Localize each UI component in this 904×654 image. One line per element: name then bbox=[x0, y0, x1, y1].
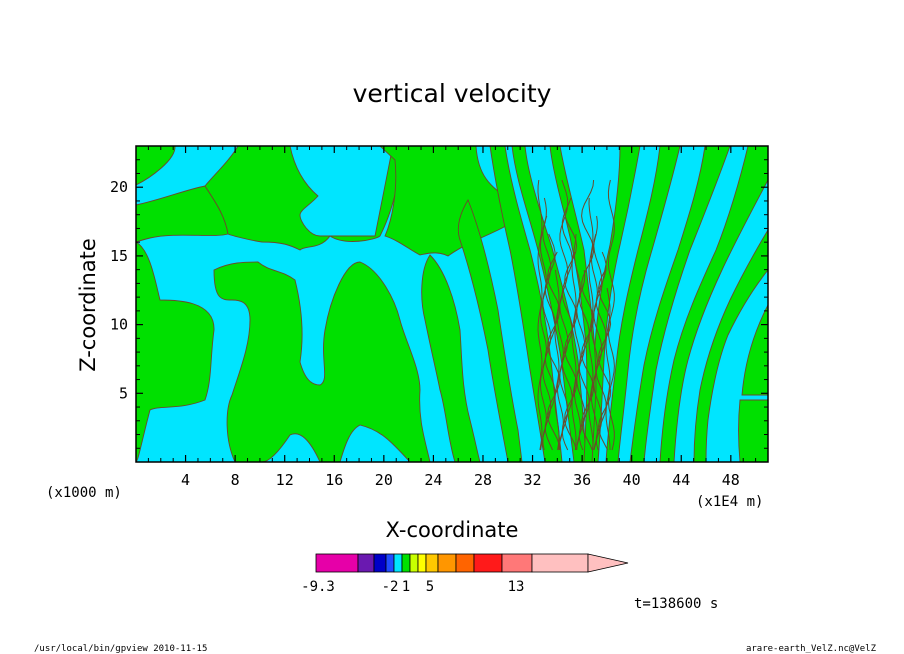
contour-line bbox=[598, 269, 612, 451]
x-unit-right: (x1E4 m) bbox=[696, 494, 763, 510]
contour-band bbox=[135, 241, 215, 463]
x-tick-label: 8 bbox=[231, 471, 240, 489]
colorbar-swatch bbox=[373, 553, 387, 573]
x-tick-label: 44 bbox=[672, 471, 690, 489]
y-axis-ticks: 5 10 15 20 bbox=[110, 159, 768, 449]
contour-band bbox=[204, 145, 401, 251]
y-axis-label: Z-coordinate bbox=[76, 238, 100, 372]
colorbar-label: 13 bbox=[508, 579, 525, 595]
contour-line bbox=[576, 269, 586, 451]
colorbar-swatch bbox=[501, 553, 533, 573]
contour-line bbox=[539, 197, 547, 451]
y-tick-label: 20 bbox=[110, 178, 128, 196]
colorbar-swatch bbox=[401, 553, 411, 573]
colorbar-swatch bbox=[393, 553, 403, 573]
colorbar-swatch bbox=[473, 553, 503, 573]
contour-line bbox=[588, 197, 594, 451]
x-tick-label: 28 bbox=[474, 471, 492, 489]
x-axis-label: X-coordinate bbox=[386, 518, 519, 542]
x-axis-ticks: 4 8 12 16 20 24 28 32 36 40 44 48 bbox=[147, 146, 757, 489]
x-tick-label: 16 bbox=[325, 471, 343, 489]
y-tick-label: 15 bbox=[110, 247, 128, 265]
x-tick-label: 20 bbox=[375, 471, 393, 489]
contour-line bbox=[605, 287, 611, 451]
x-tick-label: 40 bbox=[623, 471, 641, 489]
y-tick-label: 5 bbox=[119, 384, 128, 402]
colorbar-swatch bbox=[315, 553, 359, 573]
contour-band bbox=[457, 198, 523, 463]
x-tick-label: 4 bbox=[181, 471, 190, 489]
colorbar-swatch bbox=[455, 553, 475, 573]
colorbar-label: -2 bbox=[382, 579, 399, 595]
x-tick-label: 12 bbox=[276, 471, 294, 489]
colorbar-swatch bbox=[417, 553, 427, 573]
colorbar: -9.3 -2 1 5 13 bbox=[301, 553, 629, 595]
plot-frame bbox=[135, 145, 769, 463]
contour-line bbox=[544, 233, 556, 451]
chart-title: vertical velocity bbox=[353, 79, 552, 108]
footer-right: arare-earth_VelZ.nc@VelZ bbox=[746, 644, 877, 654]
contour-line bbox=[595, 251, 607, 451]
contour-line bbox=[547, 251, 561, 451]
colorbar-swatch bbox=[409, 553, 419, 573]
time-label: t=138600 s bbox=[634, 596, 718, 612]
colorbar-swatch bbox=[357, 553, 375, 573]
contour-line bbox=[554, 269, 560, 451]
contour-line bbox=[573, 251, 581, 451]
colorbar-label: 5 bbox=[426, 579, 434, 595]
contour-line bbox=[537, 179, 543, 451]
contour-line bbox=[593, 233, 603, 451]
contour-line bbox=[590, 215, 598, 451]
colorbar-label: -9.3 bbox=[301, 579, 335, 595]
x-tick-label: 32 bbox=[524, 471, 542, 489]
plot-area bbox=[135, 145, 769, 463]
y-tick-label: 10 bbox=[110, 316, 128, 334]
contour-lines bbox=[537, 179, 615, 451]
colorbar-swatch bbox=[531, 553, 589, 573]
contour-band bbox=[738, 399, 769, 463]
colorbar-label: 1 bbox=[402, 579, 410, 595]
contour-line bbox=[607, 179, 615, 451]
footer-left: /usr/local/bin/gpview 2010-11-15 bbox=[34, 644, 207, 654]
contour-band bbox=[741, 304, 769, 396]
colorbar-swatch bbox=[425, 553, 439, 573]
x-tick-label: 36 bbox=[573, 471, 591, 489]
colorbar-arrow bbox=[587, 553, 629, 573]
contour-bands bbox=[135, 145, 769, 463]
x-unit-left: (x1000 m) bbox=[46, 485, 122, 501]
x-tick-label: 48 bbox=[722, 471, 740, 489]
x-tick-label: 24 bbox=[424, 471, 442, 489]
contour-line bbox=[571, 233, 577, 451]
contour-line bbox=[561, 197, 573, 451]
contour-band bbox=[213, 261, 431, 463]
colorbar-swatch bbox=[385, 553, 395, 573]
colorbar-swatch bbox=[437, 553, 457, 573]
